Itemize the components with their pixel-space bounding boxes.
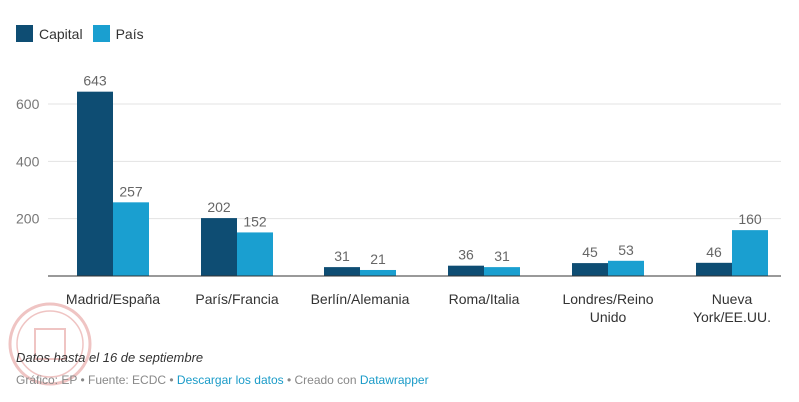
legend-item-pais: País — [92, 25, 144, 42]
footer-source: Gráfico: EP • Fuente: ECDC • — [16, 373, 177, 387]
y-tick-label-200: 200 — [16, 211, 40, 227]
legend-swatch-pais — [92, 25, 110, 42]
bar-pais-2 — [360, 269, 396, 276]
bar-capital-3 — [448, 265, 484, 276]
footer-meta: Gráfico: EP • Fuente: ECDC • Descargar l… — [16, 373, 429, 387]
data-label-capital-0: 643 — [83, 73, 107, 89]
bar-pais-5 — [732, 230, 768, 276]
data-label-pais-3: 31 — [494, 248, 510, 264]
legend-label-pais: País — [115, 25, 144, 42]
bar-capital-1 — [201, 218, 237, 276]
datawrapper-link[interactable]: Datawrapper — [359, 373, 429, 387]
bar-capital-2 — [324, 267, 360, 276]
data-label-pais-0: 257 — [119, 183, 143, 199]
data-label-capital-1: 202 — [207, 199, 231, 215]
data-label-pais-2: 21 — [370, 251, 386, 267]
x-tick-label-2: Berlín/Alemania — [311, 291, 410, 307]
x-tick-label-0: Madrid/España — [66, 291, 160, 307]
x-tick-label-4-line-1: Unido — [590, 309, 627, 325]
data-label-capital-2: 31 — [334, 248, 350, 264]
footer-created-with: • Creado con — [283, 373, 360, 387]
bar-pais-1 — [237, 232, 273, 276]
legend-item-capital: Capital — [16, 25, 83, 42]
data-label-pais-4: 53 — [618, 242, 634, 258]
legend-swatch-capital — [16, 25, 33, 42]
data-label-capital-3: 36 — [458, 247, 474, 263]
x-tick-label-5-line-1: York/EE.UU. — [693, 309, 771, 325]
chart-footer: Datos hasta el 16 de septiembre Gráfico:… — [16, 350, 429, 387]
footer-note: Datos hasta el 16 de septiembre — [16, 350, 204, 365]
data-label-pais-1: 152 — [243, 213, 267, 229]
bar-capital-0 — [77, 91, 113, 276]
bar-pais-3 — [484, 267, 520, 276]
chart-legend: Capital País — [16, 25, 144, 42]
x-tick-label-1: París/Francia — [195, 291, 278, 307]
bar-capital-4 — [572, 263, 608, 276]
x-tick-label-3: Roma/Italia — [449, 291, 520, 307]
data-label-capital-4: 45 — [582, 244, 598, 260]
x-tick-label-5-line-0: Nueva — [712, 291, 753, 307]
download-data-link[interactable]: Descargar los datos — [176, 373, 284, 387]
y-tick-label-400: 400 — [16, 153, 40, 169]
data-label-pais-5: 160 — [738, 211, 762, 227]
legend-label-capital: Capital — [39, 25, 83, 42]
watermark-seal — [8, 302, 92, 386]
bar-capital-5 — [696, 262, 732, 276]
x-tick-label-4-line-0: Londres/Reino — [562, 291, 653, 307]
data-label-capital-5: 46 — [706, 244, 722, 260]
bar-pais-4 — [608, 260, 644, 276]
y-tick-label-600: 600 — [16, 96, 40, 112]
bar-pais-0 — [113, 202, 149, 276]
